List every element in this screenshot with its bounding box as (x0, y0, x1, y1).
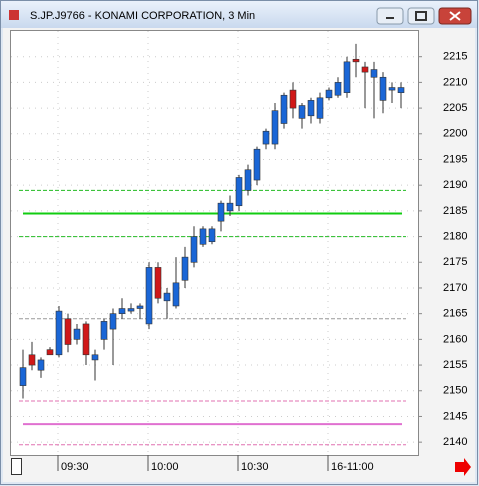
candle-body (145, 267, 153, 325)
candle-body (271, 110, 279, 145)
x-tick-label: 16-11:00 (331, 461, 374, 473)
y-tick-label: 2165 (443, 308, 467, 320)
candle-body (82, 323, 90, 356)
minimize-button[interactable] (376, 7, 404, 25)
minimize-icon (386, 17, 394, 19)
plot-area (10, 30, 419, 456)
y-tick-label: 2150 (443, 385, 467, 397)
x-tick-label: 10:30 (241, 461, 269, 473)
candle-body (109, 313, 117, 330)
y-tick-label: 2215 (443, 51, 467, 63)
candle-body (226, 202, 234, 212)
x-tick-label: 10:00 (151, 461, 179, 473)
y-tick-label: 2145 (443, 410, 467, 422)
candle-body (325, 89, 333, 99)
candle-body (28, 354, 36, 366)
app-icon (9, 10, 19, 20)
y-tick-label: 2160 (443, 333, 467, 345)
candle-body (19, 367, 27, 386)
candle-body (154, 267, 162, 299)
maximize-icon (415, 11, 427, 21)
y-tick-label: 2140 (443, 436, 467, 448)
candle-body (217, 202, 225, 222)
candle-body (397, 87, 405, 93)
candle-body (46, 349, 54, 356)
y-tick-label: 2210 (443, 76, 467, 88)
y-tick-label: 2185 (443, 205, 467, 217)
window-title: S.JP.J9766 - KONAMI CORPORATION, 3 Min (30, 10, 255, 22)
candle-body (235, 177, 243, 207)
candle-body (208, 228, 216, 243)
candle-body (100, 321, 108, 340)
candle-body (181, 256, 189, 281)
y-tick-label: 2190 (443, 179, 467, 191)
candle-body (388, 87, 396, 91)
maximize-button[interactable] (407, 7, 435, 25)
candle-body (199, 228, 207, 245)
candle-body (91, 354, 99, 361)
y-tick-label: 2155 (443, 359, 467, 371)
candle-body (64, 318, 72, 345)
y-tick-label: 2170 (443, 282, 467, 294)
y-tick-label: 2180 (443, 230, 467, 242)
candle-body (298, 105, 306, 119)
candle-body (55, 310, 63, 356)
candle-body (163, 292, 171, 302)
candle-body (244, 169, 252, 191)
scroll-arrow[interactable] (455, 458, 471, 476)
candle-body (361, 66, 369, 73)
candle-body (289, 89, 297, 109)
candle-body (172, 282, 180, 307)
close-icon (449, 11, 461, 21)
candle-body (334, 82, 342, 96)
candle-body (343, 61, 351, 93)
candle-body (127, 308, 135, 312)
y-tick-label: 2205 (443, 102, 467, 114)
candle-body (118, 308, 126, 314)
candle-body (190, 236, 198, 263)
candle-body (73, 328, 81, 340)
candle-body (307, 100, 315, 117)
candle-body (280, 94, 288, 124)
x-tick-label: 09:30 (61, 461, 89, 473)
candle-body (316, 97, 324, 119)
scroll-box[interactable] (11, 458, 22, 475)
y-tick-label: 2200 (443, 128, 467, 140)
y-tick-label: 2175 (443, 256, 467, 268)
candle-body (379, 76, 387, 101)
candle-body (136, 305, 144, 309)
plot: 2140 2145 2150 2155 2160 2165 2170 2175 2180 2185… (11, 31, 467, 473)
candle-body (262, 130, 270, 145)
candle-body (253, 148, 261, 181)
candle-body (370, 69, 378, 78)
candle-body (352, 58, 360, 63)
window-buttons[interactable] (376, 7, 472, 25)
y-tick-label: 2195 (443, 153, 467, 165)
candle-body (37, 359, 45, 371)
